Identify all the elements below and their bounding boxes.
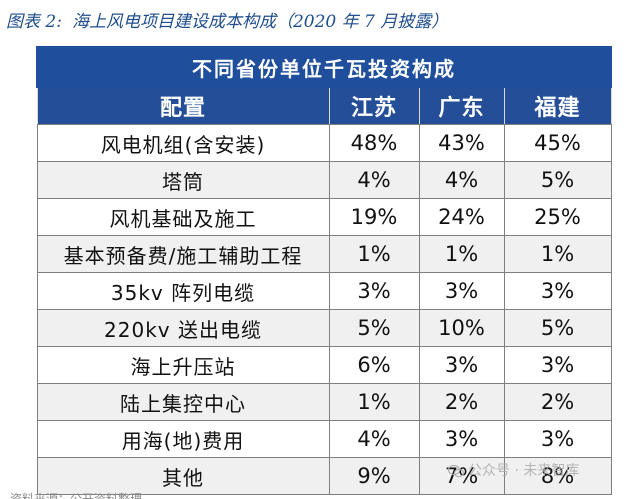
table-title: 不同省份单位千瓦投资构成 (36, 46, 612, 88)
investment-composition-table: 不同省份单位千瓦投资构成 配置 江苏 广东 福建 风电机组(含安装) 48% 4… (36, 46, 612, 495)
cell-jiangsu: 4% (328, 161, 420, 199)
cell-jiangsu: 1% (328, 235, 420, 273)
watermark-text: 公众号 · 未来智库 (468, 463, 580, 479)
table-row: 35kv 阵列电缆 3% 3% 3% (36, 272, 612, 310)
cell-jiangsu: 48% (328, 124, 420, 162)
cell-guangdong: 1% (418, 235, 505, 273)
row-label: 220kv 送出电缆 (36, 309, 330, 347)
table-row: 风机基础及施工 19% 24% 25% (36, 198, 612, 236)
table-row: 风电机组(含安装) 48% 43% 45% (36, 124, 612, 162)
cell-jiangsu: 6% (328, 346, 420, 384)
row-label: 其他 (36, 457, 330, 495)
table-body: 风电机组(含安装) 48% 43% 45% 塔筒 4% 4% 5% 风机基础及施… (36, 124, 612, 495)
row-label: 海上升压站 (36, 346, 330, 384)
cell-fujian: 5% (503, 161, 612, 199)
table-row: 其他 9% 7% 8% (36, 457, 612, 495)
column-header-config: 配置 (36, 87, 330, 125)
cell-guangdong: 3% (418, 346, 505, 384)
watermark: 公众号 · 未来智库 (448, 458, 638, 484)
table-row: 220kv 送出电缆 5% 10% 5% (36, 309, 612, 347)
cell-fujian: 1% (503, 235, 612, 273)
row-label: 陆上集控中心 (36, 383, 330, 421)
cell-jiangsu: 5% (328, 309, 420, 347)
row-label: 基本预备费/施工辅助工程 (36, 235, 330, 273)
caption-text: 海上风电项目建设成本构成（2020 年 7 月披露） (71, 12, 449, 32)
column-header-jiangsu: 江苏 (328, 87, 420, 125)
table-row: 用海(地)费用 4% 3% 3% (36, 420, 612, 458)
column-header-guangdong: 广东 (418, 87, 505, 125)
cell-jiangsu: 4% (328, 420, 420, 458)
cell-guangdong: 10% (418, 309, 505, 347)
cell-guangdong: 3% (418, 272, 505, 310)
cell-fujian: 3% (503, 272, 612, 310)
figure-caption: 图表 2: 海上风电项目建设成本构成（2020 年 7 月披露） (6, 8, 634, 36)
cell-fujian: 5% (503, 309, 612, 347)
cell-fujian: 45% (503, 124, 612, 162)
cell-fujian: 25% (503, 198, 612, 236)
row-label: 风机基础及施工 (36, 198, 330, 236)
table-title-row: 不同省份单位千瓦投资构成 (36, 46, 612, 88)
cell-guangdong: 3% (418, 420, 505, 458)
source-note: 资料来源：公开资料整理 (10, 492, 143, 499)
cell-guangdong: 43% (418, 124, 505, 162)
row-label: 塔筒 (36, 161, 330, 199)
row-label: 用海(地)费用 (36, 420, 330, 458)
table-row: 塔筒 4% 4% 5% (36, 161, 612, 199)
cell-jiangsu: 19% (328, 198, 420, 236)
column-header-fujian: 福建 (503, 87, 612, 125)
cell-guangdong: 4% (418, 161, 505, 199)
table-row: 陆上集控中心 1% 2% 2% (36, 383, 612, 421)
cell-guangdong: 2% (418, 383, 505, 421)
cell-fujian: 3% (503, 420, 612, 458)
table-row: 基本预备费/施工辅助工程 1% 1% 1% (36, 235, 612, 273)
table-header-row: 配置 江苏 广东 福建 (36, 87, 612, 125)
wechat-icon (448, 464, 464, 478)
caption-number: 图表 2: (6, 12, 62, 32)
cell-fujian: 8% (503, 457, 612, 495)
table-row: 海上升压站 6% 3% 3% (36, 346, 612, 384)
cell-jiangsu: 3% (328, 272, 420, 310)
cell-guangdong: 24% (418, 198, 505, 236)
cell-jiangsu: 1% (328, 383, 420, 421)
row-label: 风电机组(含安装) (36, 124, 330, 162)
cell-fujian: 3% (503, 346, 612, 384)
cell-fujian: 2% (503, 383, 612, 421)
row-label: 35kv 阵列电缆 (36, 272, 330, 310)
